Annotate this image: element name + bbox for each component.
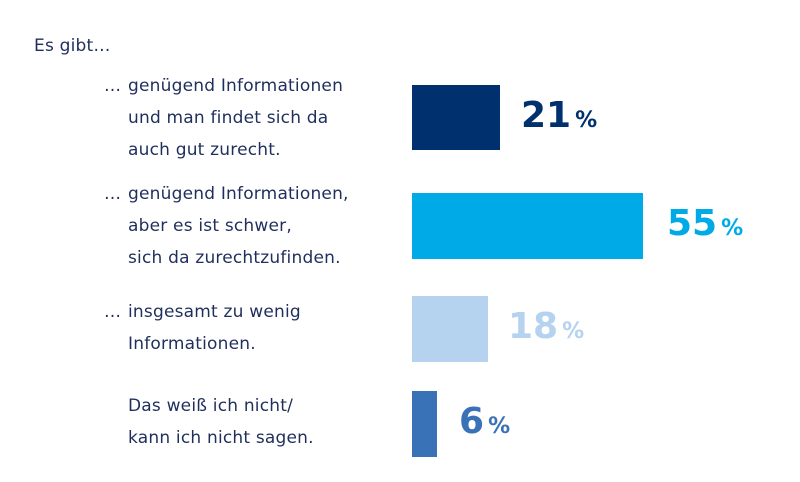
category-label-line: Das weiß ich nicht/	[104, 390, 394, 422]
category-label: … insgesamt zu wenig Informationen.	[104, 296, 394, 360]
category-label-line: auch gut zurecht.	[104, 134, 394, 166]
category-label-text: genügend Informationen,	[128, 184, 349, 204]
bar-value-unit: %	[721, 216, 744, 241]
category-label: Das weiß ich nicht/kann ich nicht sagen.	[104, 390, 394, 454]
bar-value-number: 21	[521, 95, 572, 136]
category-label-line: und man findet sich da	[104, 102, 394, 134]
ellipsis-prefix: …	[104, 184, 122, 204]
chart-intro-text: Es gibt…	[34, 36, 111, 56]
bar-value-label: 21%	[521, 95, 597, 136]
category-label-text: aber es ist schwer,	[128, 216, 292, 236]
bar-value-unit: %	[562, 319, 585, 344]
bar-value-unit: %	[488, 414, 511, 439]
category-label-text: kann ich nicht sagen.	[128, 428, 314, 448]
category-label-text: Das weiß ich nicht/	[128, 396, 294, 416]
category-label-line: … genügend Informationen,	[104, 178, 394, 210]
category-label-text: Informationen.	[128, 334, 256, 354]
bar-value-number: 18	[508, 306, 559, 347]
category-label-text: insgesamt zu wenig	[128, 302, 301, 322]
category-label-text: auch gut zurecht.	[128, 140, 281, 160]
bar	[412, 193, 643, 259]
bar	[412, 391, 437, 457]
category-label: … genügend Informationen und man findet si…	[104, 70, 394, 166]
category-label-line: … insgesamt zu wenig	[104, 296, 394, 328]
category-label-text: und man findet sich da	[128, 108, 329, 128]
category-label-line: kann ich nicht sagen.	[104, 422, 394, 454]
bar-value-number: 55	[667, 203, 718, 244]
category-label-line: … genügend Informationen	[104, 70, 394, 102]
ellipsis-prefix: …	[104, 76, 122, 96]
category-label: … genügend Informationen, aber es ist schw…	[104, 178, 394, 274]
category-label-text: genügend Informationen	[128, 76, 344, 96]
bar-value-number: 6	[459, 401, 485, 442]
category-label-line: sich da zurechtzufinden.	[104, 242, 394, 274]
category-label-text: sich da zurechtzufinden.	[128, 248, 341, 268]
bar-value-unit: %	[575, 108, 598, 133]
category-label-line: aber es ist schwer,	[104, 210, 394, 242]
bar-value-label: 6%	[459, 401, 510, 442]
bar	[412, 85, 500, 150]
ellipsis-prefix: …	[104, 302, 122, 322]
category-label-line: Informationen.	[104, 328, 394, 360]
bar-value-label: 18%	[508, 306, 584, 347]
bar-value-label: 55%	[667, 203, 743, 244]
bar	[412, 296, 488, 362]
